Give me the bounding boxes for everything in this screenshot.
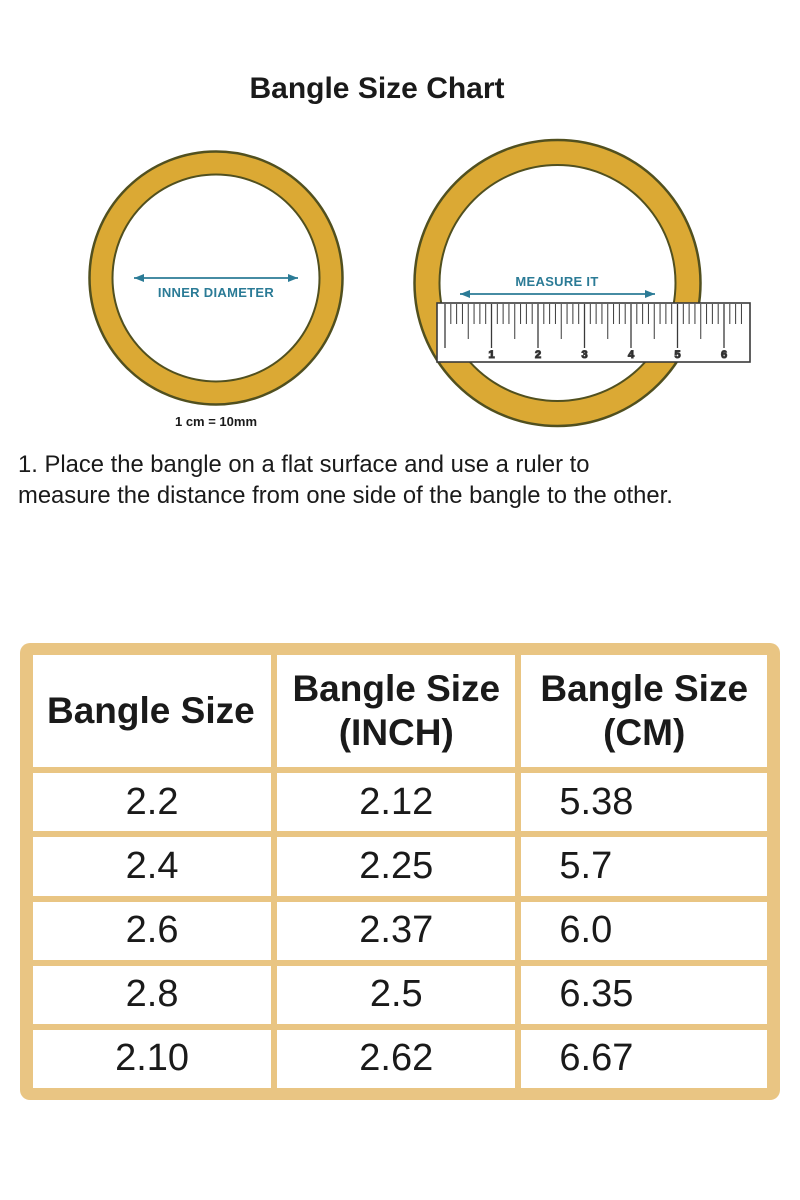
svg-text:3: 3 — [581, 349, 587, 361]
svg-text:1: 1 — [488, 349, 494, 361]
svg-text:6: 6 — [721, 349, 727, 361]
svg-text:1 cm = 10mm: 1 cm = 10mm — [175, 414, 257, 429]
svg-text:5: 5 — [674, 349, 680, 361]
svg-text:4: 4 — [628, 349, 635, 361]
svg-text:INNER DIAMETER: INNER DIAMETER — [158, 285, 274, 300]
svg-text:MEASURE IT: MEASURE IT — [515, 274, 598, 289]
svg-text:2: 2 — [535, 349, 541, 361]
